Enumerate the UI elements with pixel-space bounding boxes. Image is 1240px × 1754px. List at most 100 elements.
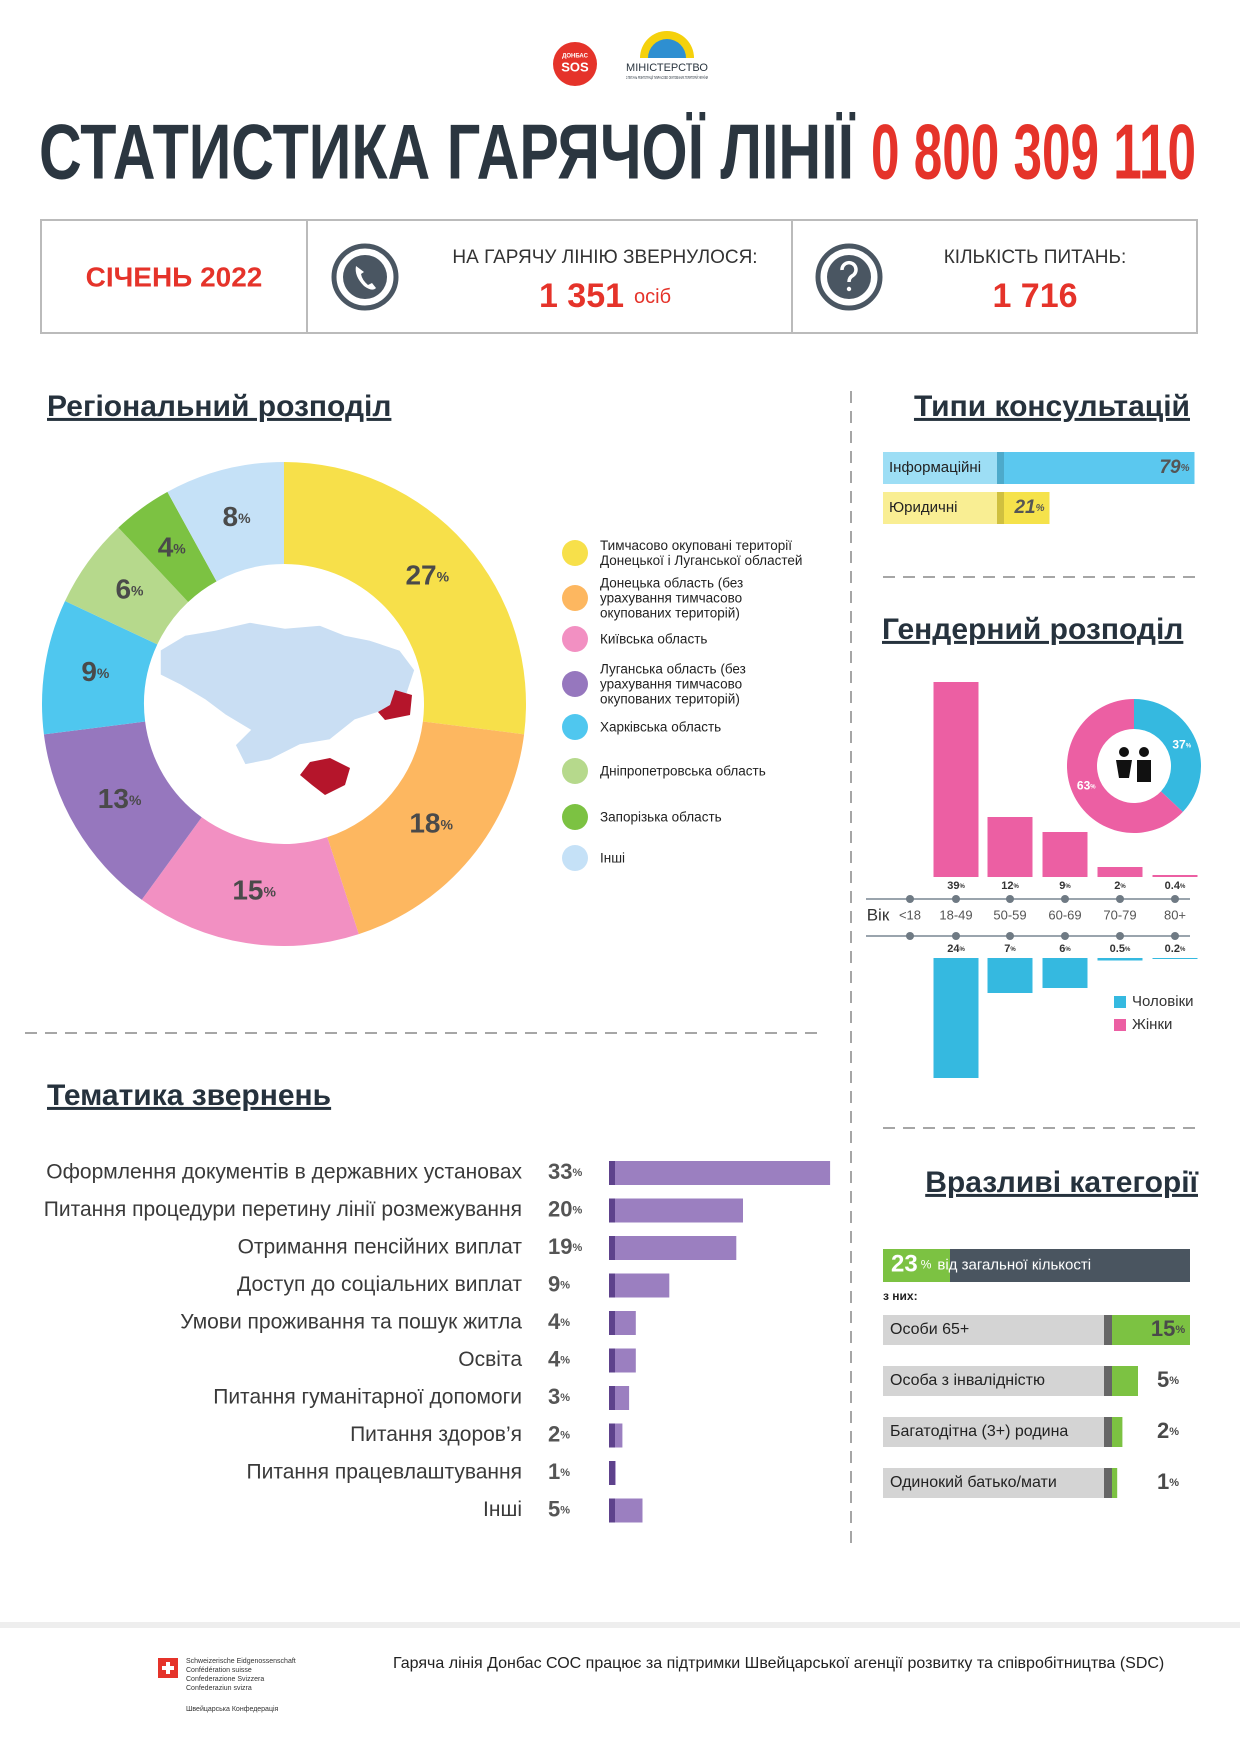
x-axis-label: Вік: [867, 905, 890, 924]
pie-label: 37%: [1172, 738, 1191, 752]
pie-label-unit: %: [97, 665, 110, 681]
bar-edge: [609, 1236, 615, 1260]
value-label: 7%: [1004, 943, 1016, 955]
value-label: 4%: [548, 1346, 570, 1371]
axis-dot: [1061, 932, 1069, 940]
footer-text: Гаряча лінія Донбас СОС працює за підтри…: [393, 1655, 1164, 1672]
category-label: Юридичні: [889, 499, 957, 516]
axis-dot: [1061, 895, 1069, 903]
swiss-line: Confédération suisse: [186, 1667, 252, 1674]
pie-label-unit: %: [131, 582, 144, 598]
bar: [997, 492, 1050, 524]
pie-label-value: 8: [222, 501, 238, 532]
value-label-unit: %: [1181, 463, 1190, 474]
swiss-line: Confederaziun svizra: [186, 1685, 252, 1692]
value-label-unit: %: [1175, 1324, 1185, 1336]
ministry-sub: З ПИТАНЬ РЕІНТЕГРАЦІЇ ТИМЧАСОВО ОКУПОВАН…: [626, 73, 708, 80]
value-label-unit: %: [1010, 947, 1016, 953]
total-text: від загальної кількості: [937, 1256, 1091, 1273]
map-east: [378, 690, 412, 720]
bar: [987, 958, 1033, 993]
bar: [1042, 958, 1088, 988]
x-tick-label: 80+: [1164, 907, 1186, 922]
period: СІЧЕНЬ 2022: [86, 261, 263, 292]
pie-label: 27%: [405, 560, 449, 591]
x-tick-label: 18-49: [939, 907, 972, 922]
category-label: Оформлення документів в державних устано…: [46, 1161, 522, 1184]
value-label-value: 2: [548, 1421, 560, 1446]
value-label-unit: %: [959, 884, 965, 890]
bar: [609, 1273, 670, 1298]
value-label: 79%: [1159, 457, 1189, 478]
phone: 0 800 309 110: [871, 108, 1196, 196]
axis-dot: [1006, 895, 1014, 903]
category-label: Одинокий батько/мати: [890, 1474, 1057, 1491]
question-glyph: [840, 260, 858, 283]
category-edge: [1104, 1366, 1112, 1396]
pie-label: 9%: [81, 657, 110, 688]
value-label: 9%: [1059, 880, 1071, 892]
bar: [1112, 1366, 1138, 1396]
swiss-ua: Швейцарська Конфедерація: [186, 1705, 279, 1713]
category-label: Інформаційні: [889, 459, 981, 476]
bar: [609, 1161, 831, 1185]
category-bg: [883, 1468, 1112, 1498]
pie-slice: [42, 600, 158, 735]
legend-text: Запорізька область: [600, 809, 722, 825]
value-label-value: 21: [1013, 497, 1035, 518]
bar-edge: [609, 1348, 615, 1373]
value-label-unit: %: [959, 947, 965, 953]
value-label: 33%: [548, 1159, 582, 1184]
value-label-value: 15: [1151, 1316, 1175, 1341]
axis-dot: [1116, 932, 1124, 940]
sos-text: SOS: [561, 59, 589, 74]
question-dot: [846, 286, 852, 292]
pie-label-value: 18: [409, 808, 440, 839]
value-label-value: 5: [1157, 1367, 1169, 1392]
value-label: 39%: [947, 880, 965, 892]
category-label: Багатодітна (3+) родина: [890, 1423, 1068, 1440]
category-bg: [883, 492, 997, 524]
bar-edge: [609, 1498, 615, 1523]
questions: 1 716: [992, 277, 1077, 315]
legend-swatch: [562, 671, 588, 697]
category-bg: [883, 1366, 1112, 1396]
bar: [987, 817, 1033, 877]
phone-icon: [331, 243, 399, 311]
section-title: Регіональний розподіл: [47, 390, 391, 423]
callers-unit: осіб: [634, 286, 671, 308]
x-tick-label: <18: [899, 907, 921, 922]
legend-swatch: [562, 626, 588, 652]
value-label-value: 4: [548, 1346, 561, 1371]
pie-label-value: 27: [405, 560, 436, 591]
category-label: Освіта: [458, 1348, 522, 1371]
pie-slice: [118, 491, 217, 602]
value-label-unit: %: [560, 1392, 570, 1404]
value-label: 1%: [1157, 1469, 1179, 1494]
value-label: 20%: [548, 1196, 582, 1221]
axis-dot: [1006, 932, 1014, 940]
value-label-value: 19: [548, 1234, 572, 1259]
bar: [1097, 958, 1143, 961]
question-icon: [815, 243, 883, 311]
axis-dot: [906, 895, 914, 903]
people-icon: [1116, 760, 1132, 778]
bar-edge: [609, 1423, 615, 1448]
pie-label: 8%: [222, 501, 251, 532]
value-label-value: 33: [548, 1159, 572, 1184]
bar: [933, 958, 979, 1078]
category-label: Особи 65+: [890, 1321, 969, 1338]
people-icon: [1139, 747, 1149, 757]
axis-dot: [1171, 895, 1179, 903]
pie-label-unit: %: [238, 510, 251, 526]
map: [159, 621, 416, 766]
pie-label-unit: %: [1090, 784, 1096, 790]
value-label: 0.4%: [1165, 880, 1186, 892]
value-label-value: 5: [548, 1496, 560, 1521]
category-label: Особа з інвалідністю: [890, 1372, 1045, 1389]
category-label: Питання здоров’я: [350, 1423, 522, 1446]
swiss-cross: [162, 1662, 174, 1674]
page-title: СТАТИСТИКА ГАРЯЧОЇ ЛІНІЇ: [39, 108, 856, 196]
